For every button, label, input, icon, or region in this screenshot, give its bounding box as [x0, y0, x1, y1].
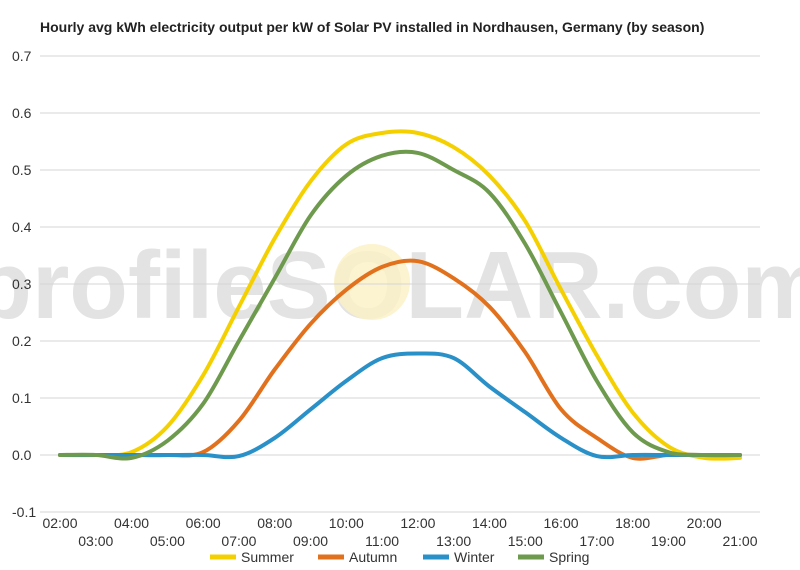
series-line-spring — [58, 149, 742, 461]
x-tick-label: 04:00 — [114, 515, 149, 531]
y-tick-label: 0.1 — [12, 390, 32, 406]
y-axis-ticks: -0.1 0.0 0.1 0.2 0.3 0.4 0.5 0.6 0.7 — [12, 48, 36, 520]
y-tick-label: 0.0 — [12, 447, 32, 463]
x-tick-label: 14:00 — [472, 515, 507, 531]
x-tick-label: 10:00 — [329, 515, 364, 531]
x-tick-label: 13:00 — [436, 533, 471, 549]
x-tick-label: 21:00 — [722, 533, 757, 549]
x-tick-label: 09:00 — [293, 533, 328, 549]
legend-label: Winter — [454, 549, 495, 565]
series-line-winter — [58, 351, 742, 460]
y-tick-label: 0.2 — [12, 333, 32, 349]
x-tick-label: 05:00 — [150, 533, 185, 549]
x-tick-label: 12:00 — [400, 515, 435, 531]
chart-title: Hourly avg kWh electricity output per kW… — [40, 19, 705, 35]
x-tick-label: 15:00 — [508, 533, 543, 549]
x-tick-label: 11:00 — [365, 533, 399, 549]
series-line-summer — [58, 129, 742, 461]
legend-label: Spring — [549, 549, 589, 565]
y-tick-label: 0.6 — [12, 105, 32, 121]
x-tick-label: 03:00 — [78, 533, 113, 549]
y-tick-label: 0.4 — [12, 219, 32, 235]
legend: Summer Autumn Winter Spring — [210, 549, 589, 565]
series-lines — [58, 129, 742, 461]
y-tick-label: 0.7 — [12, 48, 32, 64]
y-tick-label: -0.1 — [12, 504, 36, 520]
x-tick-label: 17:00 — [579, 533, 614, 549]
grid — [40, 55, 760, 513]
legend-label: Autumn — [349, 549, 397, 565]
x-tick-label: 20:00 — [687, 515, 722, 531]
x-tick-label: 18:00 — [615, 515, 650, 531]
x-axis-ticks: 02:0003:0004:0005:0006:0007:0008:0009:00… — [42, 515, 757, 549]
x-tick-label: 06:00 — [186, 515, 221, 531]
x-tick-label: 19:00 — [651, 533, 686, 549]
x-tick-label: 16:00 — [544, 515, 579, 531]
x-tick-label: 07:00 — [221, 533, 256, 549]
x-tick-label: 08:00 — [257, 515, 292, 531]
legend-label: Summer — [241, 549, 294, 565]
x-tick-label: 02:00 — [42, 515, 77, 531]
y-tick-label: 0.5 — [12, 162, 32, 178]
y-tick-label: 0.3 — [12, 276, 32, 292]
watermark-sun-icon — [334, 244, 410, 320]
